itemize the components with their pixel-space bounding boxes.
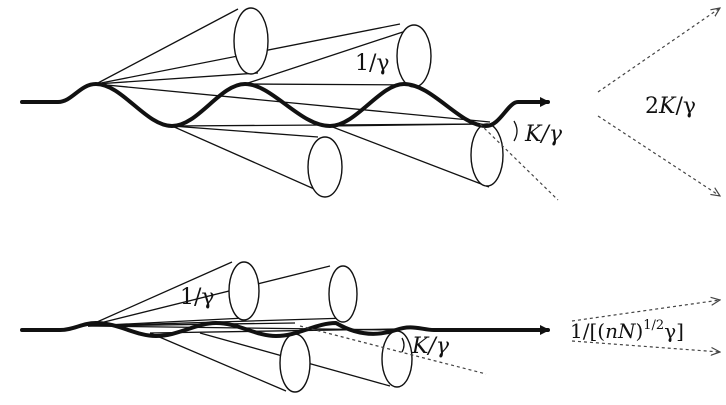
top-cone-1 [234,8,268,74]
bottom-cone-2 [329,266,357,322]
top-fan-upper-arrow [598,8,720,92]
bottom-cone-3 [280,334,310,392]
top-fan-label: 2K/γ [645,94,696,119]
top-cone-4 [471,124,503,186]
bottom-electron-trajectory [22,323,548,336]
bottom-fan-label: 1/[(nN)1/2γ] [570,318,684,343]
bottom-cone-1 [229,262,259,320]
bottom-panel: 1/γ K/γ 1/[(nN)1/2γ] [22,262,720,392]
top-cone-angle-label: 1/γ [355,51,390,76]
top-panel: 1/γ K/γ 2K/γ [22,8,720,200]
top-electron-trajectory [22,84,548,126]
top-excursion-arc [514,121,517,141]
bottom-cone-angle-label: 1/γ [180,285,215,310]
top-fan-lower-arrow [598,116,720,196]
top-cone-2 [397,25,431,87]
top-excursion-label: K/γ [524,122,563,147]
bottom-cone-4 [382,331,412,387]
top-cone-3 [308,137,342,197]
bottom-excursion-label: K/γ [411,334,450,359]
